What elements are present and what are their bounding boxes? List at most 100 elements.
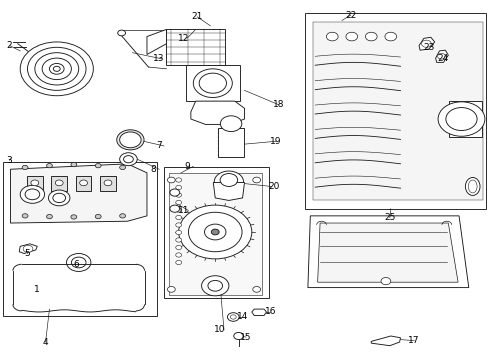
- Circle shape: [123, 156, 133, 163]
- Polygon shape: [19, 244, 37, 253]
- Circle shape: [46, 215, 52, 219]
- Text: 6: 6: [73, 260, 79, 269]
- Circle shape: [31, 180, 39, 186]
- Circle shape: [120, 153, 137, 166]
- Circle shape: [175, 230, 181, 235]
- Circle shape: [120, 132, 141, 148]
- Circle shape: [201, 276, 228, 296]
- Text: 3: 3: [6, 156, 12, 165]
- Circle shape: [117, 130, 144, 150]
- Circle shape: [25, 189, 40, 200]
- Circle shape: [169, 205, 179, 212]
- Polygon shape: [312, 22, 483, 200]
- Text: 14: 14: [237, 312, 248, 321]
- Circle shape: [233, 332, 243, 339]
- Circle shape: [95, 163, 101, 168]
- Circle shape: [204, 224, 225, 240]
- Circle shape: [48, 190, 70, 206]
- Circle shape: [175, 201, 181, 204]
- Circle shape: [169, 189, 179, 196]
- Circle shape: [55, 180, 63, 186]
- Text: 10: 10: [214, 325, 225, 334]
- Text: 12: 12: [178, 34, 189, 43]
- Circle shape: [384, 32, 396, 41]
- Circle shape: [188, 212, 242, 252]
- Circle shape: [27, 47, 86, 90]
- Ellipse shape: [465, 177, 479, 195]
- Circle shape: [214, 171, 243, 193]
- Bar: [305, 13, 485, 209]
- Circle shape: [120, 214, 125, 218]
- Polygon shape: [418, 37, 434, 50]
- Text: 15: 15: [240, 333, 251, 342]
- Polygon shape: [10, 164, 147, 223]
- Circle shape: [437, 102, 484, 136]
- Bar: [217, 128, 244, 157]
- Text: 19: 19: [270, 137, 282, 146]
- Circle shape: [175, 260, 181, 265]
- Circle shape: [23, 245, 33, 252]
- Circle shape: [80, 180, 87, 186]
- Text: 4: 4: [42, 338, 48, 347]
- Circle shape: [178, 205, 251, 259]
- Polygon shape: [317, 223, 457, 282]
- Text: 22: 22: [345, 10, 356, 19]
- Circle shape: [175, 178, 181, 182]
- Circle shape: [53, 66, 60, 71]
- Circle shape: [175, 253, 181, 257]
- Circle shape: [49, 63, 64, 74]
- Circle shape: [22, 165, 28, 170]
- Circle shape: [211, 229, 219, 235]
- Circle shape: [175, 185, 181, 190]
- Text: 1: 1: [34, 285, 40, 294]
- Circle shape: [252, 287, 260, 292]
- Circle shape: [437, 53, 445, 59]
- Text: 25: 25: [384, 213, 395, 222]
- Bar: [166, 30, 224, 65]
- Circle shape: [175, 223, 181, 227]
- Circle shape: [22, 214, 28, 218]
- Circle shape: [167, 177, 175, 183]
- Circle shape: [445, 108, 476, 131]
- Bar: [51, 176, 67, 191]
- Polygon shape: [190, 101, 244, 125]
- Circle shape: [175, 193, 181, 197]
- Text: 17: 17: [407, 336, 419, 345]
- Ellipse shape: [468, 180, 476, 193]
- Circle shape: [71, 215, 77, 219]
- Text: 24: 24: [437, 54, 448, 63]
- Bar: [100, 176, 116, 191]
- Circle shape: [167, 287, 175, 292]
- Circle shape: [104, 180, 112, 186]
- Circle shape: [193, 69, 232, 98]
- Bar: [76, 176, 91, 191]
- Circle shape: [20, 42, 93, 96]
- Circle shape: [220, 174, 237, 186]
- Polygon shape: [435, 50, 447, 62]
- Bar: [3, 162, 157, 316]
- Circle shape: [175, 215, 181, 220]
- Text: 5: 5: [24, 249, 30, 258]
- Bar: [448, 101, 482, 137]
- Circle shape: [380, 278, 390, 285]
- Circle shape: [71, 162, 77, 167]
- Text: 9: 9: [184, 162, 190, 171]
- Circle shape: [220, 116, 242, 132]
- Circle shape: [175, 208, 181, 212]
- Circle shape: [66, 253, 91, 271]
- Circle shape: [71, 257, 86, 268]
- Circle shape: [53, 193, 65, 203]
- Text: 21: 21: [191, 12, 203, 21]
- Text: 2: 2: [7, 41, 12, 50]
- Polygon shape: [251, 309, 266, 316]
- Circle shape: [365, 32, 376, 41]
- Text: 13: 13: [153, 54, 164, 63]
- Circle shape: [20, 185, 44, 203]
- Bar: [27, 176, 42, 191]
- Bar: [185, 65, 239, 101]
- Circle shape: [175, 238, 181, 242]
- Polygon shape: [370, 336, 400, 346]
- Circle shape: [345, 32, 357, 41]
- Bar: [163, 167, 268, 298]
- Text: 8: 8: [150, 165, 156, 174]
